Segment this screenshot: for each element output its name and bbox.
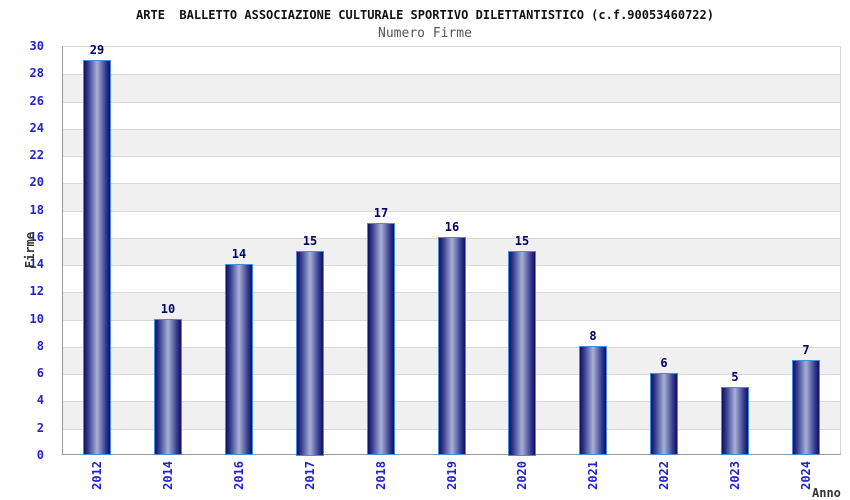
bar-value-label: 15 bbox=[302, 234, 318, 248]
plot-band bbox=[63, 74, 840, 102]
y-tick-label: 10 bbox=[29, 312, 44, 326]
x-axis-title: Anno bbox=[812, 486, 841, 500]
y-tick-label: 30 bbox=[29, 39, 44, 53]
bar-value-label: 14 bbox=[231, 247, 247, 261]
y-tick-label: 8 bbox=[36, 339, 44, 353]
chart-title: ARTE BALLETTO ASSOCIAZIONE CULTURALE SPO… bbox=[136, 8, 714, 22]
y-tick-label: 2 bbox=[36, 421, 44, 435]
y-tick-label: 4 bbox=[36, 393, 44, 407]
bar-2012 bbox=[83, 60, 111, 455]
bar-value-label: 8 bbox=[589, 329, 597, 343]
bar-value-label: 29 bbox=[89, 43, 105, 57]
y-axis-title: Firme bbox=[23, 232, 37, 269]
plot-area bbox=[62, 46, 841, 455]
bar-2019 bbox=[438, 237, 466, 455]
bar-2023 bbox=[721, 387, 749, 455]
gridline bbox=[63, 156, 840, 157]
bar-value-label: 10 bbox=[160, 302, 176, 316]
x-tick-label: 2023 bbox=[728, 461, 742, 490]
bar-value-label: 17 bbox=[373, 206, 389, 220]
y-tick-label: 28 bbox=[29, 66, 44, 80]
x-tick-label: 2021 bbox=[586, 461, 600, 490]
bar-value-label: 15 bbox=[514, 234, 530, 248]
x-tick-label: 2014 bbox=[161, 461, 175, 490]
bar-2017 bbox=[296, 251, 324, 456]
gridline bbox=[63, 183, 840, 184]
bar-value-label: 16 bbox=[444, 220, 460, 234]
y-tick-label: 26 bbox=[29, 94, 44, 108]
y-tick-label: 12 bbox=[29, 284, 44, 298]
plot-band bbox=[63, 128, 840, 157]
y-tick-label: 22 bbox=[29, 148, 44, 162]
bar-2016 bbox=[225, 264, 253, 455]
gridline bbox=[63, 211, 840, 212]
x-tick-label: 2019 bbox=[445, 461, 459, 490]
bar-value-label: 7 bbox=[802, 343, 810, 357]
gridline bbox=[63, 74, 840, 75]
y-tick-label: 18 bbox=[29, 203, 44, 217]
plot-band bbox=[63, 183, 840, 211]
bar-2021 bbox=[579, 346, 607, 455]
x-tick-label: 2018 bbox=[374, 461, 388, 490]
y-tick-label: 6 bbox=[36, 366, 44, 380]
bar-2020 bbox=[508, 251, 536, 456]
y-tick-label: 24 bbox=[29, 121, 44, 135]
x-tick-label: 2017 bbox=[303, 461, 317, 490]
bar-2022 bbox=[650, 373, 678, 455]
chart-subtitle: Numero Firme bbox=[378, 26, 472, 41]
bar-value-label: 5 bbox=[731, 370, 739, 384]
x-tick-label: 2020 bbox=[515, 461, 529, 490]
bar-2024 bbox=[792, 360, 820, 455]
gridline bbox=[63, 102, 840, 103]
x-tick-label: 2024 bbox=[799, 461, 813, 490]
gridline bbox=[63, 129, 840, 130]
y-tick-label: 16 bbox=[29, 230, 44, 244]
y-tick-label: 14 bbox=[29, 257, 44, 271]
x-tick-label: 2012 bbox=[90, 461, 104, 490]
bar-2014 bbox=[154, 319, 182, 455]
y-tick-label: 20 bbox=[29, 175, 44, 189]
x-tick-label: 2022 bbox=[657, 461, 671, 490]
bar-2018 bbox=[367, 223, 395, 455]
bar-value-label: 6 bbox=[660, 356, 668, 370]
y-tick-label: 0 bbox=[36, 448, 44, 462]
x-tick-label: 2016 bbox=[232, 461, 246, 490]
